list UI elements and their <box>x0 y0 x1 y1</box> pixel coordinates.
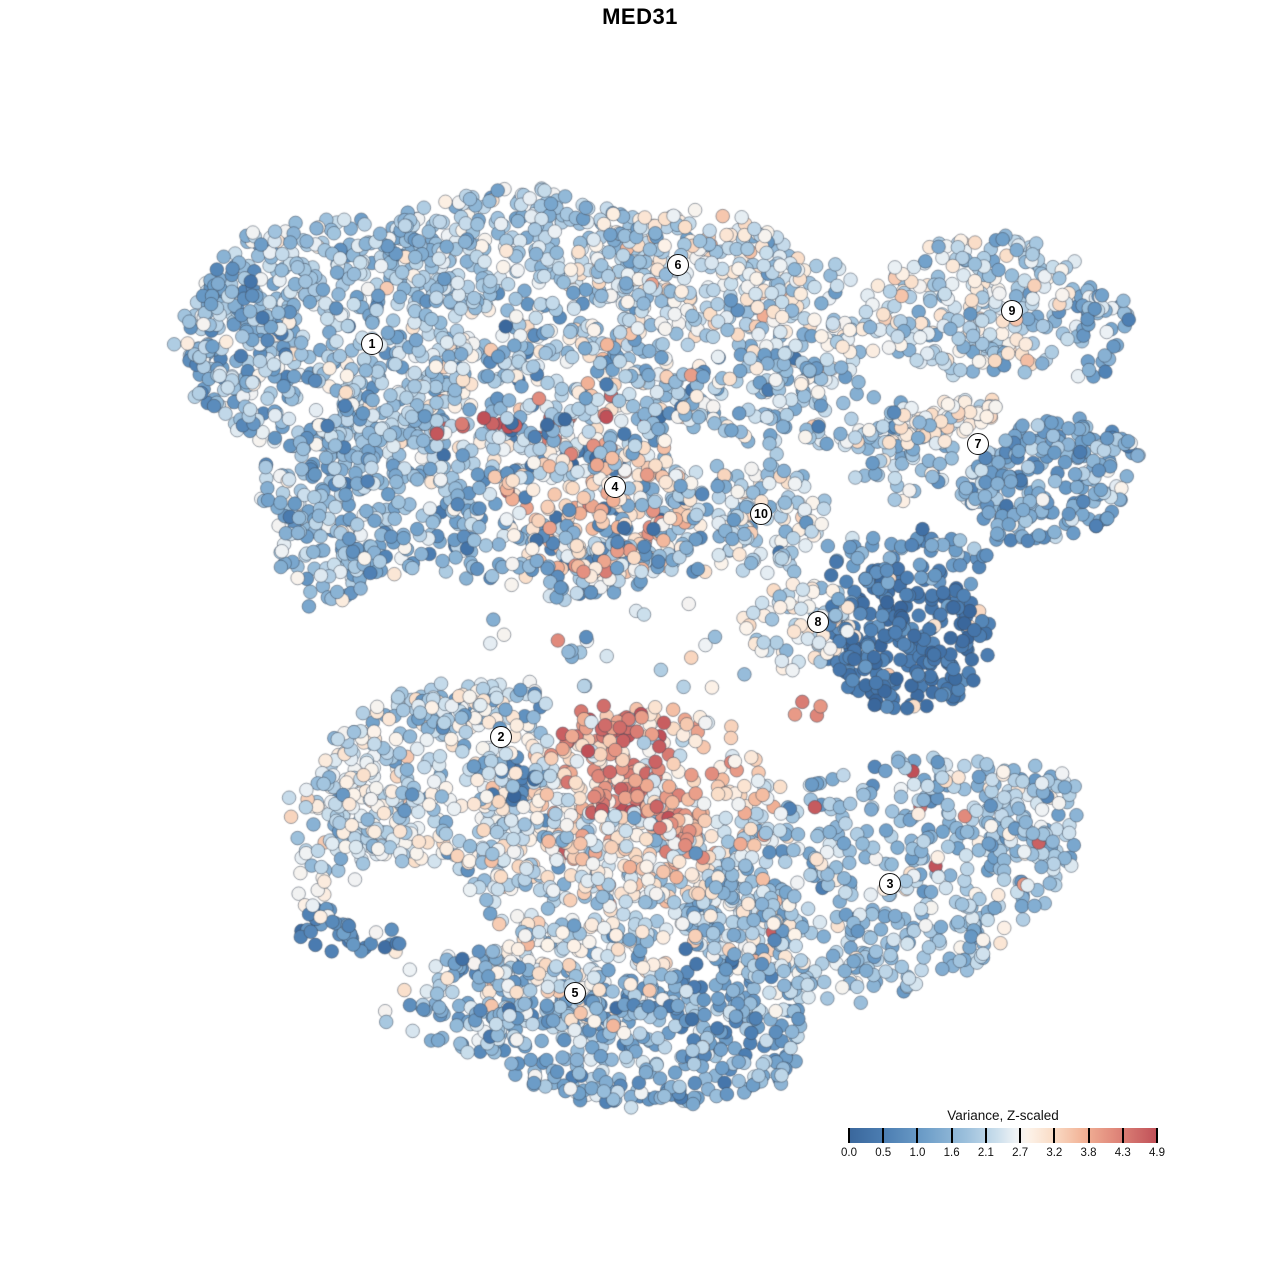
cluster-label-7: 7 <box>967 433 989 455</box>
legend-tick <box>984 1128 987 1143</box>
cluster-label-9: 9 <box>1001 300 1023 322</box>
legend-tick <box>848 1128 850 1143</box>
colorbar-title: Variance, Z-scaled <box>947 1108 1059 1123</box>
legend-tick-label: 2.1 <box>977 1147 994 1159</box>
legend-tick <box>882 1128 885 1143</box>
legend-tick-label: 4.3 <box>1114 1147 1131 1159</box>
legend-tick-label: 3.2 <box>1046 1147 1063 1159</box>
legend-tick <box>1087 1128 1090 1143</box>
colorbar-gradient <box>848 1128 1158 1143</box>
legend-tick-label: 4.9 <box>1149 1147 1165 1159</box>
cluster-label-5: 5 <box>564 982 586 1004</box>
cluster-label-2: 2 <box>490 726 512 748</box>
cluster-label-8: 8 <box>807 611 829 633</box>
legend-tick <box>1121 1128 1124 1143</box>
cluster-label-3: 3 <box>879 873 901 895</box>
legend-tick-label: 1.6 <box>943 1147 960 1159</box>
legend-tick-label: 3.8 <box>1080 1147 1097 1159</box>
cluster-label-4: 4 <box>604 476 626 498</box>
cluster-label-10: 10 <box>750 503 772 525</box>
legend-tick <box>1053 1128 1056 1143</box>
colorbar-legend: Variance, Z-scaled 0.0 0.5 1.0 1.6 2.1 2.7 3.2… <box>841 1108 1165 1163</box>
cluster-label-6: 6 <box>667 254 689 276</box>
legend-tick <box>1019 1128 1022 1143</box>
legend-tick-label: 0.0 <box>841 1147 857 1159</box>
legend-tick-label: 0.5 <box>875 1147 892 1159</box>
cluster-label-1: 1 <box>361 333 383 355</box>
legend-tick-label: 2.7 <box>1012 1147 1029 1159</box>
chart-title: MED31 <box>602 4 678 29</box>
legend-tick <box>916 1128 919 1143</box>
legend-tick <box>1156 1128 1158 1143</box>
legend-tick-label: 1.0 <box>909 1147 926 1159</box>
colorbar-tick-labels: 0.0 0.5 1.0 1.6 2.1 2.7 3.2 3.8 4.3 4.9 <box>841 1147 1165 1163</box>
legend-tick <box>950 1128 953 1143</box>
